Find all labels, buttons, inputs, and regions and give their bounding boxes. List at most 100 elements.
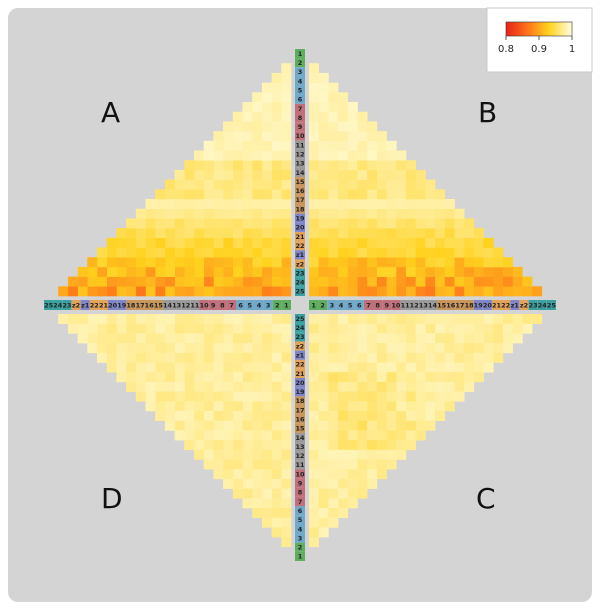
- heatmap-cell: [435, 199, 446, 209]
- heatmap-cell: [232, 257, 243, 268]
- heatmap-cell: [425, 401, 436, 412]
- chromosome-tick-label: 25: [295, 315, 305, 323]
- heatmap-cell: [386, 401, 397, 412]
- heatmap-cell: [281, 92, 292, 103]
- heatmap-cell: [328, 411, 339, 421]
- heatmap-cell: [155, 391, 166, 402]
- heatmap-cell: [155, 247, 166, 258]
- heatmap-cell: [415, 169, 426, 180]
- heatmap-cell: [347, 121, 358, 132]
- heatmap-cell: [135, 237, 146, 248]
- heatmap-cell: [357, 333, 368, 344]
- heatmap-cell: [174, 343, 185, 354]
- heatmap-cell: [435, 333, 446, 344]
- heatmap-cell: [318, 440, 329, 451]
- heatmap-cell: [454, 381, 465, 392]
- heatmap-cell: [464, 352, 475, 363]
- heatmap-cell: [223, 314, 234, 324]
- chromosome-tick-label: 5: [348, 301, 353, 309]
- heatmap-cell: [126, 343, 137, 354]
- heatmap-cell: [164, 420, 175, 431]
- heatmap-cell: [203, 411, 214, 421]
- heatmap-cell: [281, 352, 292, 363]
- heatmap-cell: [473, 276, 484, 287]
- heatmap-cell: [328, 150, 339, 161]
- heatmap-cell: [281, 237, 292, 248]
- heatmap-cell: [415, 199, 426, 209]
- chromosome-tick-label: 15: [437, 301, 447, 309]
- heatmap-cell: [415, 362, 426, 373]
- chromosome-tick-box: [117, 300, 127, 310]
- heatmap-cell: [135, 352, 146, 363]
- chromosome-tick-label: 24: [295, 279, 305, 287]
- heatmap-cell: [318, 488, 329, 499]
- heatmap-cell: [347, 469, 358, 480]
- heatmap-cell: [242, 391, 253, 402]
- heatmap-cell: [367, 352, 378, 363]
- chromosome-tick-box: [135, 300, 145, 310]
- legend-color-bar: [505, 21, 573, 37]
- heatmap-cell: [376, 372, 387, 383]
- heatmap-cell: [309, 72, 319, 83]
- legend-tick-label: 0.9: [531, 44, 547, 55]
- heatmap-cell: [281, 343, 292, 354]
- heatmap-cell: [367, 237, 378, 248]
- heatmap-cell: [223, 469, 234, 480]
- heatmap-cell: [435, 266, 446, 277]
- heatmap-cell: [425, 266, 436, 277]
- heatmap-cell: [194, 440, 204, 451]
- heatmap-cell: [164, 391, 175, 402]
- heatmap-cell: [281, 189, 292, 200]
- heatmap-cell: [164, 401, 175, 412]
- heatmap-cell: [252, 266, 263, 277]
- heatmap-cell: [106, 276, 117, 287]
- heatmap-cell: [357, 218, 368, 229]
- heatmap-cell: [242, 179, 253, 190]
- quadrant-label-d: D: [101, 482, 123, 515]
- heatmap-cell: [493, 323, 504, 334]
- chromosome-tick-box: [363, 300, 373, 310]
- heatmap-cell: [261, 488, 272, 499]
- heatmap-cell: [126, 218, 137, 229]
- heatmap-cell: [396, 160, 407, 171]
- heatmap-cell: [473, 247, 484, 258]
- heatmap-cell: [213, 343, 224, 354]
- heatmap-cell: [155, 401, 166, 412]
- heatmap-cell: [97, 276, 107, 287]
- heatmap-cell: [328, 276, 339, 287]
- heatmap-cell: [135, 314, 146, 324]
- heatmap-cell: [223, 391, 234, 402]
- heatmap-cell: [184, 257, 195, 268]
- chromosome-tick-box: [482, 300, 492, 310]
- heatmap-cell: [473, 237, 484, 248]
- heatmap-cell: [376, 199, 387, 209]
- heatmap-cell: [271, 430, 282, 441]
- heatmap-cell: [357, 169, 368, 180]
- heatmap-cell: [493, 257, 504, 268]
- chromosome-tick-box: [295, 341, 305, 351]
- heatmap-cell: [425, 420, 436, 431]
- heatmap-cell: [309, 323, 319, 334]
- heatmap-cell: [347, 440, 358, 451]
- heatmap-cell: [396, 440, 407, 451]
- heatmap-cell: [271, 92, 282, 103]
- heatmap-cell: [435, 218, 446, 229]
- heatmap-cell: [242, 266, 253, 277]
- heatmap-cell: [367, 391, 378, 402]
- chromosome-tick-label: 7: [366, 301, 371, 309]
- heatmap-cell: [271, 352, 282, 363]
- heatmap-cell: [318, 381, 329, 392]
- heatmap-cell: [261, 459, 272, 470]
- heatmap-cell: [338, 401, 349, 412]
- heatmap-cell: [164, 343, 175, 354]
- heatmap-cell: [203, 440, 214, 451]
- heatmap-cell: [318, 150, 329, 161]
- heatmap-cell: [367, 286, 378, 297]
- heatmap-cell: [87, 276, 98, 287]
- heatmap-cell: [155, 323, 166, 334]
- heatmap-cell: [357, 247, 368, 258]
- heatmap-cell: [367, 372, 378, 383]
- heatmap-cell: [357, 199, 368, 209]
- heatmap-cell: [126, 257, 137, 268]
- heatmap-cell: [97, 266, 107, 277]
